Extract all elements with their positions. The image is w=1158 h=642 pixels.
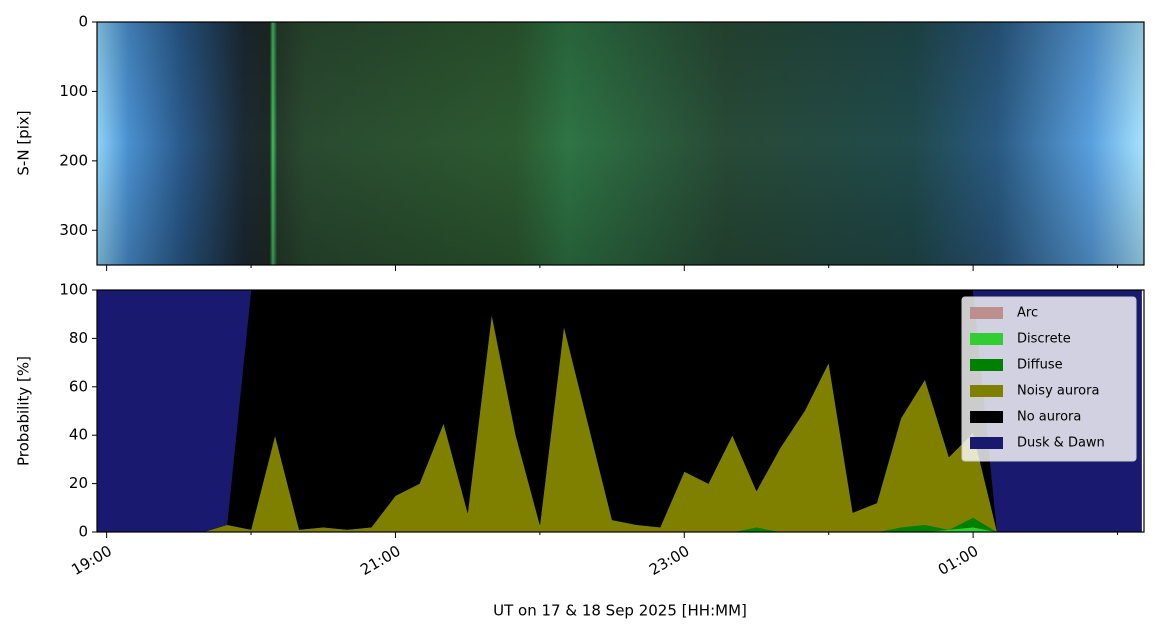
legend-label: Noisy aurora: [1017, 384, 1099, 399]
x-tick-label: 23:00: [646, 542, 692, 579]
y-tick-label: 100: [59, 82, 88, 100]
legend-box: [961, 296, 1137, 462]
axes-frame: [96, 21, 1145, 266]
y-tick-label: 80: [69, 329, 88, 347]
legend-label: Discrete: [1017, 332, 1071, 347]
y-tick-label: 20: [69, 474, 88, 492]
y-tick-label: 40: [69, 426, 88, 444]
y-axis-label: S-N [pix]: [15, 110, 33, 175]
y-tick-label: 60: [69, 377, 88, 395]
legend-label: Dusk & Dawn: [1017, 436, 1105, 451]
x-tick-label: 01:00: [935, 542, 981, 579]
x-tick-label: 21:00: [357, 542, 403, 579]
axes-frame: [96, 289, 1145, 533]
legend-swatch: [970, 411, 1003, 423]
x-tick-label: 19:00: [68, 542, 114, 579]
x-axis-label: UT on 17 & 18 Sep 2025 [HH:MM]: [493, 602, 747, 620]
legend-swatch: [970, 307, 1003, 319]
y-tick-label: 100: [59, 281, 88, 299]
legend: Arc Discrete Diffuse Noisy aurora No aurora D…: [961, 296, 1137, 462]
y-tick-label: 0: [78, 13, 88, 31]
y-tick-label: 300: [59, 221, 88, 239]
legend-swatch: [970, 359, 1003, 371]
y-axis-label: Probability [%]: [15, 356, 33, 466]
legend-swatch: [970, 437, 1003, 449]
keogram-panel: [97, 22, 1144, 265]
legend-label: Diffuse: [1017, 358, 1063, 373]
legend-label: Arc: [1017, 306, 1038, 321]
legend-swatch: [970, 385, 1003, 397]
keogram-shade: [97, 22, 1144, 265]
y-tick-label: 0: [78, 523, 88, 541]
legend-swatch: [970, 333, 1003, 345]
legend-label: No aurora: [1017, 410, 1081, 425]
y-tick-label: 200: [59, 151, 88, 169]
